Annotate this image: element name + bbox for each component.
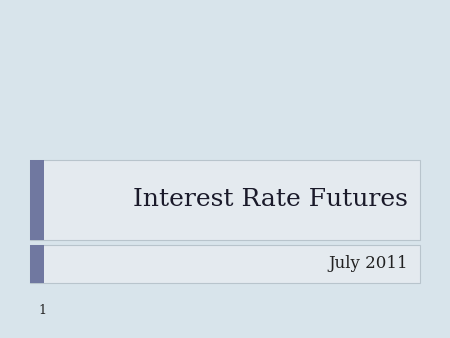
FancyBboxPatch shape <box>30 160 420 240</box>
Text: Interest Rate Futures: Interest Rate Futures <box>133 189 408 212</box>
FancyBboxPatch shape <box>30 160 44 240</box>
FancyBboxPatch shape <box>30 245 420 283</box>
FancyBboxPatch shape <box>30 245 44 283</box>
Text: 1: 1 <box>38 304 46 316</box>
Text: July 2011: July 2011 <box>328 256 408 272</box>
